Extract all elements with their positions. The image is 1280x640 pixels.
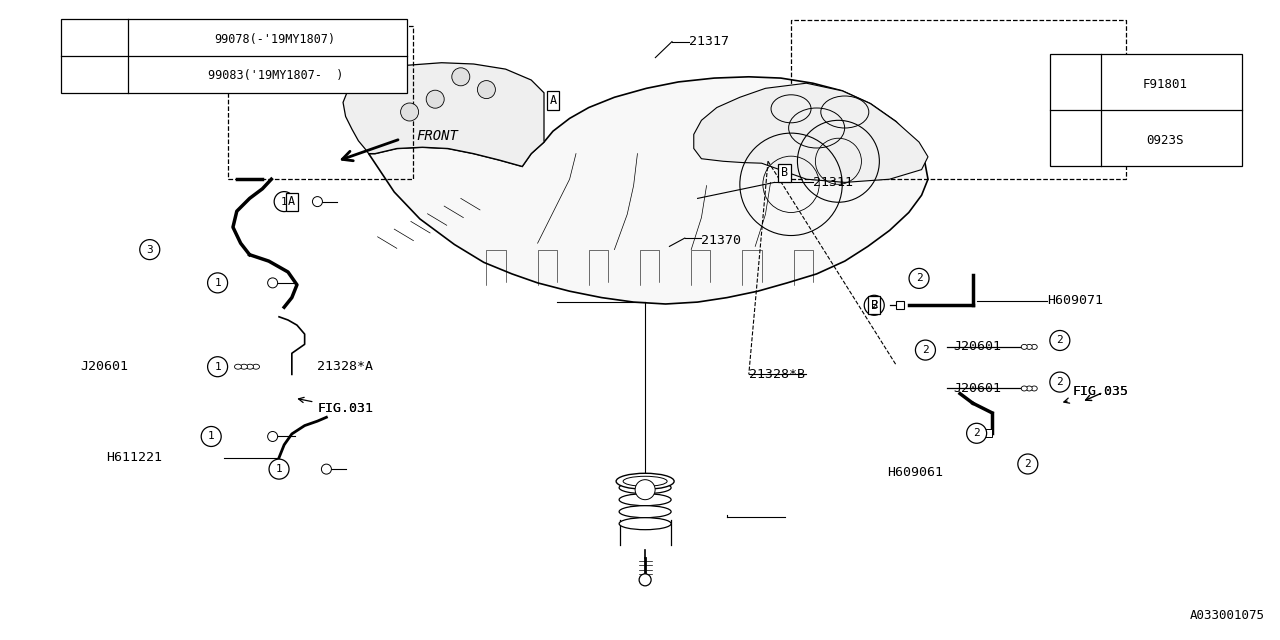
Text: A: A bbox=[549, 94, 557, 107]
Circle shape bbox=[864, 295, 884, 316]
Ellipse shape bbox=[234, 364, 242, 369]
Bar bbox=[61, 19, 407, 93]
Circle shape bbox=[1064, 122, 1087, 143]
Circle shape bbox=[966, 423, 987, 444]
Polygon shape bbox=[343, 63, 544, 166]
Text: 2: 2 bbox=[1024, 459, 1032, 469]
Circle shape bbox=[1050, 372, 1070, 392]
Ellipse shape bbox=[1032, 344, 1037, 349]
Circle shape bbox=[269, 459, 289, 479]
Circle shape bbox=[268, 278, 278, 288]
Ellipse shape bbox=[616, 474, 675, 490]
Circle shape bbox=[140, 239, 160, 260]
Ellipse shape bbox=[1027, 386, 1032, 391]
Polygon shape bbox=[694, 83, 928, 182]
Text: 3: 3 bbox=[83, 49, 91, 62]
Circle shape bbox=[1018, 454, 1038, 474]
Text: FIG.035: FIG.035 bbox=[1064, 385, 1129, 403]
Text: 2: 2 bbox=[870, 300, 878, 310]
Circle shape bbox=[268, 431, 278, 442]
Text: 3: 3 bbox=[146, 244, 154, 255]
Circle shape bbox=[1064, 64, 1087, 86]
Text: 21370: 21370 bbox=[701, 234, 741, 246]
Circle shape bbox=[477, 81, 495, 99]
Circle shape bbox=[207, 356, 228, 377]
Circle shape bbox=[76, 44, 99, 68]
Polygon shape bbox=[369, 77, 928, 304]
Text: J20601: J20601 bbox=[954, 382, 1002, 395]
Text: 2: 2 bbox=[922, 345, 929, 355]
Text: H609061: H609061 bbox=[887, 466, 943, 479]
Circle shape bbox=[639, 574, 652, 586]
Text: 1: 1 bbox=[280, 196, 288, 207]
Circle shape bbox=[452, 68, 470, 86]
Text: 21317: 21317 bbox=[689, 35, 728, 48]
Circle shape bbox=[1050, 330, 1070, 351]
Text: 1: 1 bbox=[214, 362, 221, 372]
Text: 0923S: 0923S bbox=[1146, 134, 1184, 147]
Bar bbox=[791, 20, 1126, 179]
Circle shape bbox=[207, 273, 228, 293]
Circle shape bbox=[401, 103, 419, 121]
Text: J20601: J20601 bbox=[954, 340, 1002, 353]
Text: 2: 2 bbox=[973, 428, 980, 438]
Text: 21328*A: 21328*A bbox=[317, 360, 374, 372]
Ellipse shape bbox=[1021, 344, 1028, 349]
Bar bbox=[896, 301, 904, 309]
Ellipse shape bbox=[1027, 344, 1032, 349]
Text: J20601: J20601 bbox=[81, 360, 128, 373]
Circle shape bbox=[635, 480, 655, 500]
Text: 99083('19MY1807-  ): 99083('19MY1807- ) bbox=[207, 68, 343, 82]
Ellipse shape bbox=[241, 364, 247, 369]
Ellipse shape bbox=[620, 518, 671, 530]
Text: 1: 1 bbox=[275, 464, 283, 474]
Text: B: B bbox=[870, 299, 878, 312]
Text: 21328*B: 21328*B bbox=[749, 368, 805, 381]
Text: H611221: H611221 bbox=[106, 451, 163, 464]
Text: 2: 2 bbox=[915, 273, 923, 284]
Text: H609071: H609071 bbox=[1047, 294, 1103, 307]
Text: F91801: F91801 bbox=[1142, 78, 1188, 91]
Circle shape bbox=[201, 426, 221, 447]
Text: FIG.031: FIG.031 bbox=[298, 397, 374, 415]
Text: 2: 2 bbox=[1071, 126, 1079, 139]
Text: A033001075: A033001075 bbox=[1189, 609, 1265, 622]
Ellipse shape bbox=[1032, 386, 1037, 391]
Circle shape bbox=[426, 90, 444, 108]
Ellipse shape bbox=[623, 476, 667, 486]
Text: 1: 1 bbox=[214, 278, 221, 288]
Ellipse shape bbox=[620, 506, 671, 518]
Text: 99078(-'19MY1807): 99078(-'19MY1807) bbox=[215, 33, 335, 45]
Text: 1: 1 bbox=[1071, 68, 1079, 81]
Ellipse shape bbox=[620, 493, 671, 506]
Text: FRONT: FRONT bbox=[416, 129, 458, 143]
Bar bbox=[984, 429, 992, 437]
Text: 2: 2 bbox=[1056, 377, 1064, 387]
Circle shape bbox=[915, 340, 936, 360]
Bar bbox=[1050, 54, 1242, 166]
Ellipse shape bbox=[1021, 386, 1028, 391]
Text: B: B bbox=[781, 166, 788, 179]
Circle shape bbox=[909, 268, 929, 289]
Text: FIG.031: FIG.031 bbox=[317, 402, 374, 415]
Circle shape bbox=[274, 191, 294, 212]
Ellipse shape bbox=[252, 364, 260, 369]
Text: FIG.035: FIG.035 bbox=[1073, 385, 1129, 398]
Circle shape bbox=[312, 196, 323, 207]
Bar bbox=[228, 26, 413, 179]
Ellipse shape bbox=[620, 482, 671, 493]
Ellipse shape bbox=[247, 364, 253, 369]
Text: A: A bbox=[288, 195, 296, 208]
Text: 2: 2 bbox=[1056, 335, 1064, 346]
Text: 1: 1 bbox=[207, 431, 215, 442]
Circle shape bbox=[321, 464, 332, 474]
Text: 21311: 21311 bbox=[813, 176, 852, 189]
